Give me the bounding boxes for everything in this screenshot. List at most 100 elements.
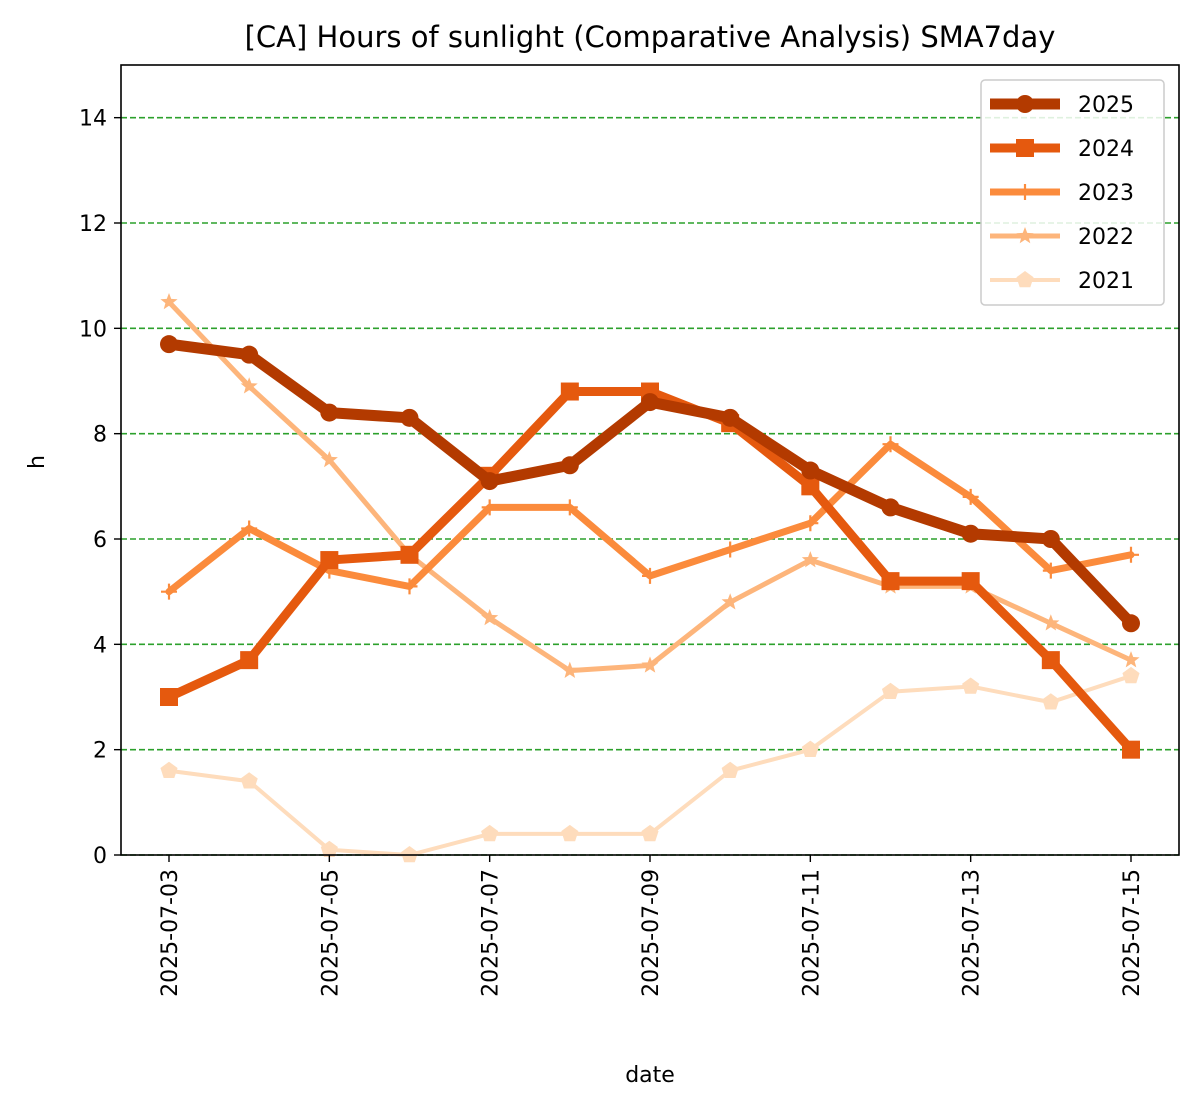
data-point-2025 bbox=[801, 461, 820, 480]
data-point-2024 bbox=[160, 688, 178, 706]
series-2022 bbox=[160, 293, 1140, 678]
legend-item-2023: 2023 bbox=[990, 181, 1134, 206]
data-point-2021 bbox=[320, 840, 338, 858]
data-point-2022 bbox=[801, 551, 819, 568]
y-tick-label: 2 bbox=[93, 739, 107, 764]
data-point-2021 bbox=[481, 824, 499, 842]
y-tick-label: 0 bbox=[93, 844, 107, 869]
x-tick-label: 2025-07-11 bbox=[799, 869, 824, 997]
y-tick-label: 6 bbox=[93, 528, 107, 553]
data-point-2025 bbox=[721, 408, 740, 427]
data-point-2025 bbox=[1122, 614, 1140, 633]
data-point-2023 bbox=[401, 578, 418, 595]
x-tick-label: 2025-07-03 bbox=[158, 869, 183, 997]
y-tick-label: 14 bbox=[79, 107, 107, 132]
x-tick-label: 2025-07-07 bbox=[479, 869, 504, 997]
legend-marker bbox=[1016, 139, 1034, 157]
x-tick-label: 2025-07-09 bbox=[639, 869, 664, 997]
data-point-2023 bbox=[561, 499, 578, 516]
legend-marker bbox=[1016, 227, 1034, 244]
data-point-2021 bbox=[962, 677, 980, 694]
data-point-2025 bbox=[320, 403, 339, 422]
data-point-2024 bbox=[560, 382, 579, 401]
y-tick-label: 12 bbox=[79, 212, 107, 237]
y-axis: 0 2 4 6 8 10 12 14 bbox=[79, 107, 121, 869]
data-point-2023 bbox=[161, 583, 177, 600]
series-2021 bbox=[160, 666, 1140, 863]
data-point-2022 bbox=[320, 451, 338, 468]
data-point-2023 bbox=[1123, 546, 1139, 563]
data-point-2023 bbox=[642, 567, 658, 584]
data-point-2021 bbox=[160, 761, 178, 779]
data-point-2021 bbox=[801, 740, 819, 757]
data-point-2023 bbox=[962, 488, 979, 505]
data-point-2023 bbox=[802, 515, 819, 532]
data-point-2025 bbox=[641, 393, 659, 412]
data-point-2025 bbox=[160, 335, 178, 354]
data-point-2021 bbox=[721, 761, 739, 779]
x-tick-label: 2025-07-05 bbox=[318, 869, 343, 997]
data-point-2021 bbox=[1042, 693, 1060, 710]
data-point-2023 bbox=[882, 436, 899, 453]
series-line-2022 bbox=[166, 299, 1134, 674]
data-point-2024 bbox=[1122, 740, 1140, 759]
series-2025 bbox=[160, 335, 1140, 633]
data-point-2025 bbox=[1041, 530, 1060, 548]
series-2023 bbox=[161, 436, 1139, 600]
data-point-2024 bbox=[961, 572, 980, 591]
data-point-2024 bbox=[801, 477, 820, 496]
legend-marker bbox=[1016, 271, 1034, 288]
legend-item-2024: 2024 bbox=[990, 137, 1134, 162]
chart-title: [CA] Hours of sunlight (Comparative Anal… bbox=[245, 20, 1056, 54]
legend-item-2021: 2021 bbox=[990, 269, 1134, 294]
data-point-2022 bbox=[641, 656, 659, 673]
data-point-2021 bbox=[240, 772, 258, 789]
data-point-2025 bbox=[961, 524, 980, 543]
x-axis: 2025-07-03 2025-07-05 2025-07-07 2025-07-09… bbox=[158, 855, 1145, 997]
legend-marker bbox=[1016, 95, 1034, 113]
legend-label: 2023 bbox=[1078, 181, 1134, 206]
legend-label: 2021 bbox=[1078, 269, 1134, 294]
data-point-2023 bbox=[241, 520, 258, 537]
legend-box bbox=[980, 79, 1165, 306]
data-point-2024 bbox=[400, 545, 419, 564]
legend-marker bbox=[1017, 184, 1033, 200]
x-tick-label: 2025-07-13 bbox=[960, 869, 985, 997]
data-point-2022 bbox=[160, 293, 178, 310]
data-point-2021 bbox=[561, 824, 579, 842]
data-point-2025 bbox=[881, 498, 900, 517]
legend-label: 2022 bbox=[1078, 225, 1134, 250]
data-point-2024 bbox=[1041, 651, 1060, 670]
legend-item-2025: 2025 bbox=[990, 93, 1134, 118]
data-point-2022 bbox=[1122, 651, 1140, 668]
data-point-2021 bbox=[641, 824, 659, 842]
data-point-2022 bbox=[1042, 614, 1060, 631]
legend: 2025 2024 2023 2022 2021 bbox=[980, 79, 1165, 306]
data-point-2022 bbox=[721, 593, 739, 610]
y-tick-label: 8 bbox=[93, 423, 107, 448]
data-point-2025 bbox=[400, 408, 419, 427]
data-point-2024 bbox=[320, 551, 339, 570]
data-point-2023 bbox=[722, 541, 739, 558]
data-point-2021 bbox=[1122, 666, 1140, 684]
legend-item-2022: 2022 bbox=[990, 225, 1134, 250]
data-point-2023 bbox=[1042, 562, 1059, 579]
data-point-2024 bbox=[881, 572, 900, 591]
data-point-2025 bbox=[240, 345, 259, 364]
y-tick-label: 4 bbox=[93, 633, 107, 658]
x-axis-label: date bbox=[625, 1063, 675, 1088]
data-point-2021 bbox=[881, 682, 900, 700]
data-point-2024 bbox=[240, 651, 259, 670]
series-lines bbox=[160, 293, 1140, 863]
legend-label: 2024 bbox=[1078, 137, 1134, 162]
data-point-2023 bbox=[481, 499, 498, 516]
data-point-2025 bbox=[480, 472, 499, 491]
data-point-2022 bbox=[561, 661, 579, 678]
legend-label: 2025 bbox=[1078, 93, 1134, 118]
x-tick-label: 2025-07-15 bbox=[1120, 869, 1145, 997]
data-point-2022 bbox=[240, 377, 258, 394]
y-axis-label: h bbox=[25, 455, 50, 469]
data-point-2021 bbox=[400, 846, 419, 863]
data-point-2025 bbox=[560, 456, 579, 475]
